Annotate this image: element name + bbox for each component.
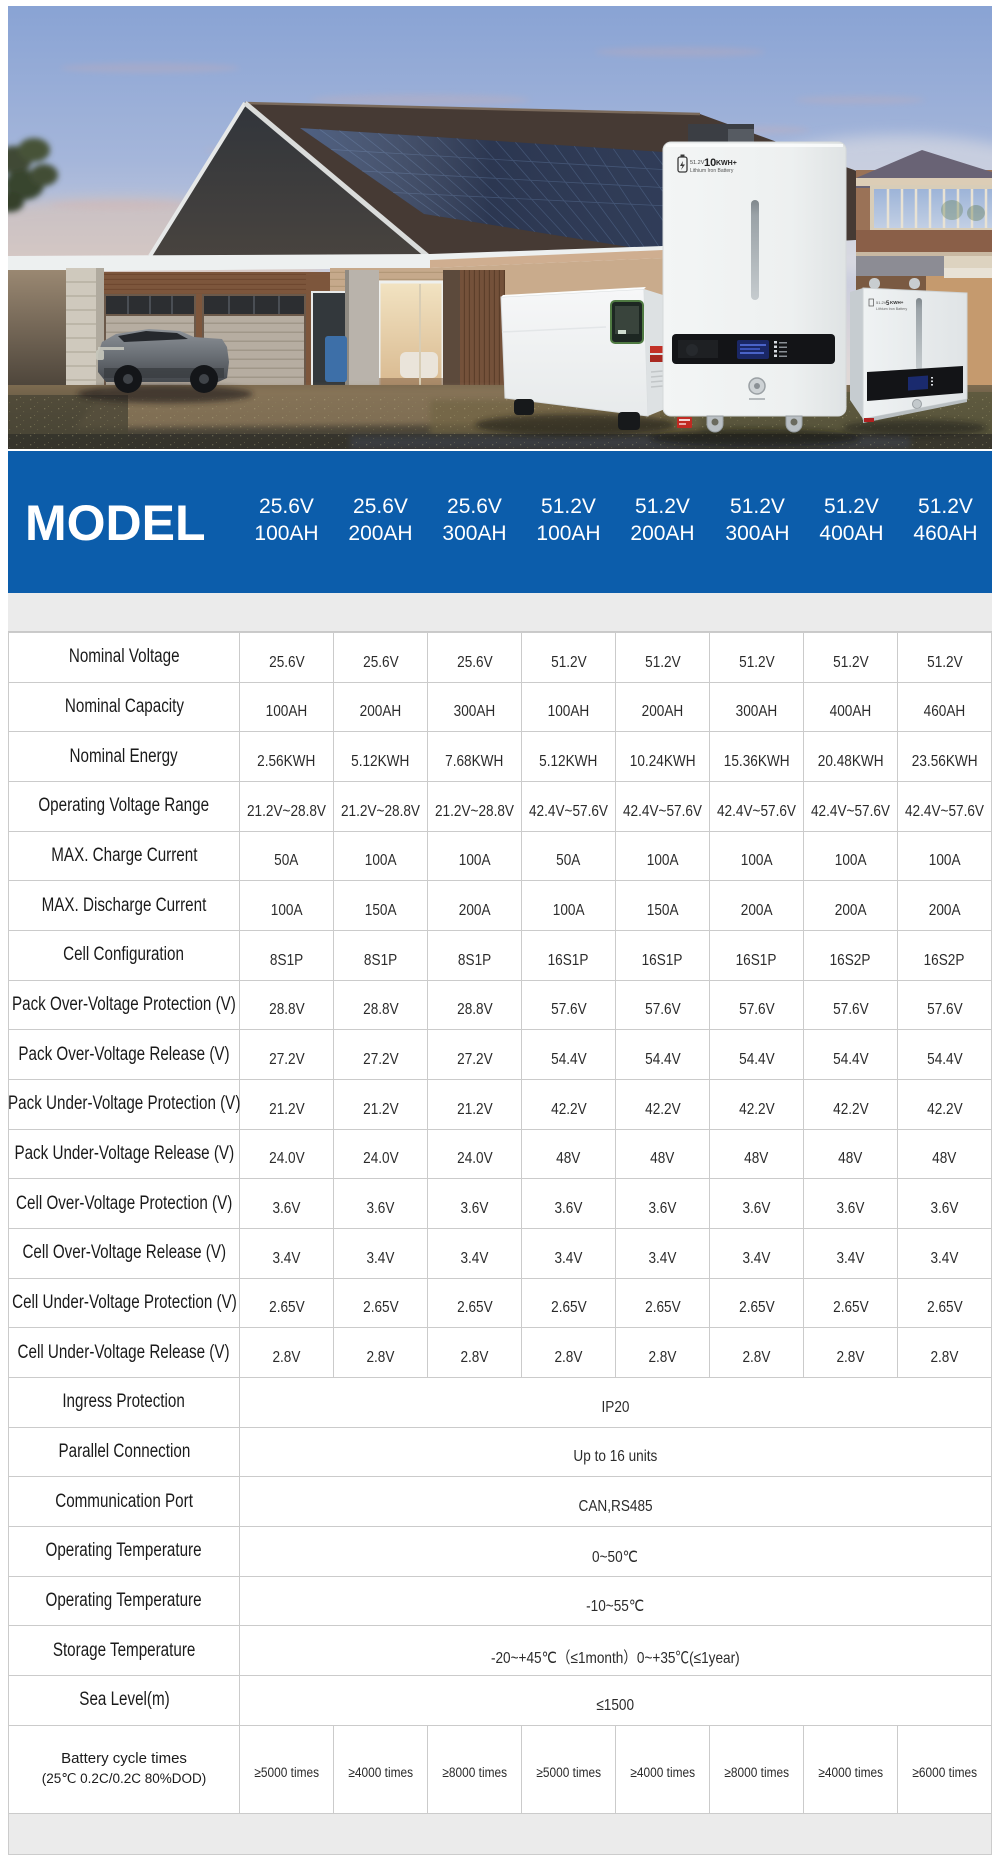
svg-text:KWH+: KWH+ bbox=[716, 160, 737, 167]
svg-text:51.2V: 51.2V bbox=[876, 300, 887, 305]
svg-text:Lithium Iron Battery: Lithium Iron Battery bbox=[690, 168, 734, 174]
svg-text:51.2V: 51.2V bbox=[690, 160, 705, 166]
svg-text:KWH+: KWH+ bbox=[890, 300, 904, 305]
svg-text:10: 10 bbox=[704, 157, 716, 169]
svg-text:5: 5 bbox=[886, 301, 890, 307]
svg-text:Lithium Iron Battery: Lithium Iron Battery bbox=[876, 307, 907, 311]
